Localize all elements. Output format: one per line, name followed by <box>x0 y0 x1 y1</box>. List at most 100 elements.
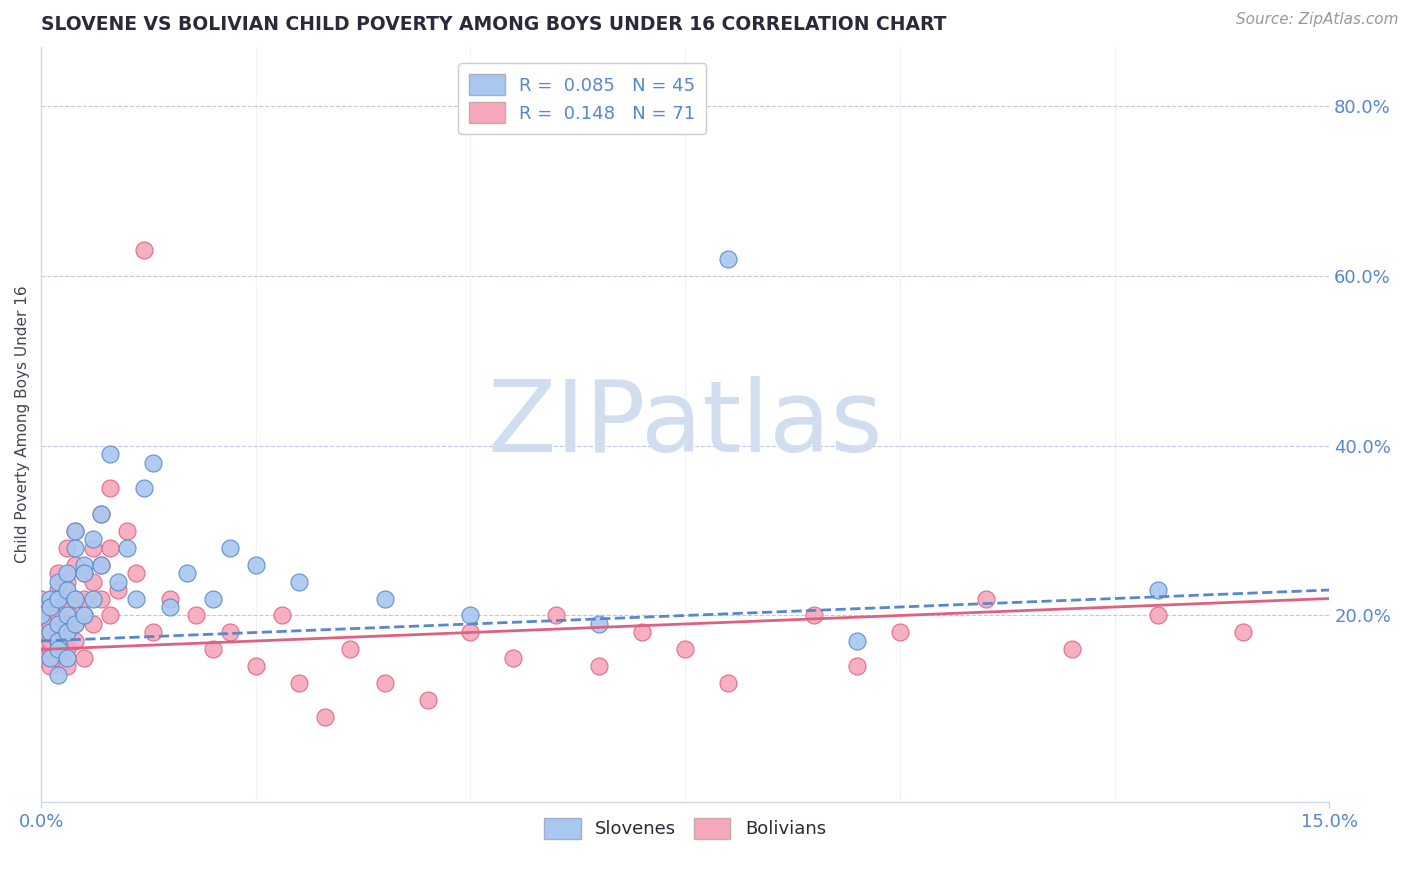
Point <box>502 651 524 665</box>
Point <box>631 625 654 640</box>
Point <box>65 524 87 538</box>
Point <box>1146 582 1168 597</box>
Point <box>803 608 825 623</box>
Point <box>65 541 87 555</box>
Point <box>56 566 79 580</box>
Point <box>270 608 292 623</box>
Point <box>219 541 242 555</box>
Point <box>73 566 96 580</box>
Point <box>845 659 868 673</box>
Point <box>82 574 104 589</box>
Point <box>73 608 96 623</box>
Point <box>124 591 146 606</box>
Point <box>65 558 87 572</box>
Point <box>460 608 482 623</box>
Point <box>30 591 52 606</box>
Point <box>56 608 79 623</box>
Point <box>287 574 309 589</box>
Point <box>974 591 997 606</box>
Point <box>46 608 69 623</box>
Point <box>46 617 69 632</box>
Point <box>588 617 610 632</box>
Point <box>73 608 96 623</box>
Point <box>142 456 165 470</box>
Point <box>46 591 69 606</box>
Point <box>56 659 79 673</box>
Point <box>46 574 69 589</box>
Point <box>184 608 207 623</box>
Point <box>65 617 87 632</box>
Point <box>889 625 911 640</box>
Point <box>124 566 146 580</box>
Point <box>314 710 336 724</box>
Point <box>159 599 181 614</box>
Point <box>673 642 696 657</box>
Point <box>115 541 138 555</box>
Point <box>134 244 156 258</box>
Point <box>46 582 69 597</box>
Point <box>1232 625 1254 640</box>
Point <box>845 634 868 648</box>
Point <box>98 541 121 555</box>
Point <box>717 676 740 690</box>
Point <box>416 693 439 707</box>
Point <box>717 252 740 266</box>
Point <box>56 599 79 614</box>
Point <box>90 558 112 572</box>
Y-axis label: Child Poverty Among Boys Under 16: Child Poverty Among Boys Under 16 <box>15 285 30 563</box>
Point <box>46 566 69 580</box>
Point <box>46 625 69 640</box>
Point <box>98 608 121 623</box>
Point <box>245 659 267 673</box>
Point <box>38 599 60 614</box>
Point <box>38 659 60 673</box>
Text: Source: ZipAtlas.com: Source: ZipAtlas.com <box>1236 12 1399 27</box>
Point <box>287 676 309 690</box>
Point <box>339 642 361 657</box>
Point <box>46 651 69 665</box>
Point <box>588 659 610 673</box>
Point <box>219 625 242 640</box>
Point <box>38 608 60 623</box>
Point <box>65 634 87 648</box>
Point <box>546 608 568 623</box>
Point <box>73 558 96 572</box>
Point <box>82 617 104 632</box>
Point <box>38 617 60 632</box>
Point <box>30 608 52 623</box>
Point <box>201 591 224 606</box>
Point <box>38 634 60 648</box>
Point <box>98 481 121 495</box>
Point <box>46 634 69 648</box>
Point <box>90 507 112 521</box>
Point <box>56 541 79 555</box>
Point <box>1146 608 1168 623</box>
Point <box>38 642 60 657</box>
Point <box>90 558 112 572</box>
Point <box>65 617 87 632</box>
Point <box>65 591 87 606</box>
Point <box>38 651 60 665</box>
Point <box>56 617 79 632</box>
Point <box>38 625 60 640</box>
Point <box>73 566 96 580</box>
Point <box>82 591 104 606</box>
Point <box>107 574 129 589</box>
Point <box>245 558 267 572</box>
Text: ZIPatlas: ZIPatlas <box>488 376 883 473</box>
Point <box>65 591 87 606</box>
Point <box>176 566 198 580</box>
Point <box>73 651 96 665</box>
Point <box>82 541 104 555</box>
Point <box>90 591 112 606</box>
Point <box>159 591 181 606</box>
Point <box>46 642 69 657</box>
Point <box>56 651 79 665</box>
Point <box>460 625 482 640</box>
Point <box>82 532 104 546</box>
Point <box>107 582 129 597</box>
Point <box>115 524 138 538</box>
Point <box>46 634 69 648</box>
Point <box>65 524 87 538</box>
Legend: Slovenes, Bolivians: Slovenes, Bolivians <box>537 811 834 847</box>
